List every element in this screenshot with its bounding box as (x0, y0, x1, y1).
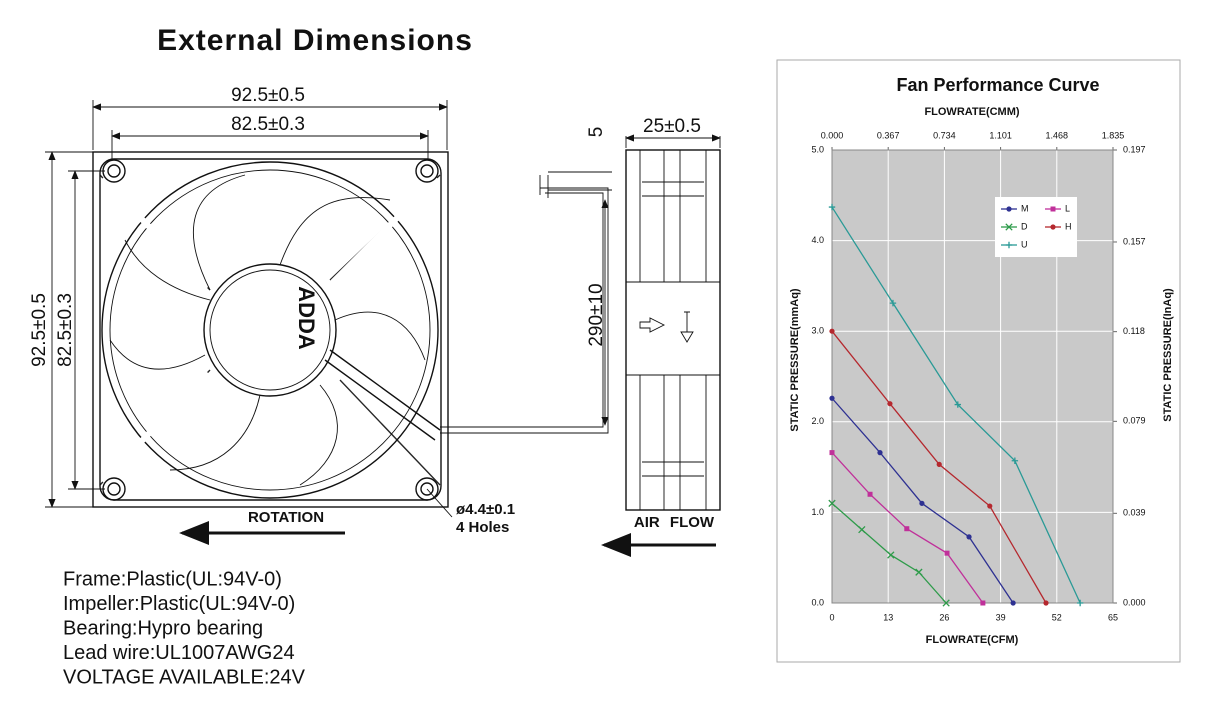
point (980, 600, 986, 606)
x2-tick-label: 0.000 (821, 130, 844, 140)
side-view: 5 290±10 25±0.5 AIR FLOW (440, 116, 721, 557)
point (877, 450, 883, 456)
y2-axis-label: STATIC PRESSURE(InAq) (1162, 288, 1174, 422)
dimension-label: 290±10 (586, 283, 607, 346)
legend-label: M (1021, 203, 1029, 213)
point (829, 395, 835, 401)
y-tick-label: 0.0 (811, 597, 824, 607)
point (1043, 600, 1049, 606)
dimension-label: 82.5±0.3 (231, 114, 305, 135)
hole-size: ø4.4±0.1 (456, 501, 515, 518)
y2-tick-label: 0.079 (1123, 416, 1146, 426)
x2-tick-label: 1.835 (1102, 130, 1125, 140)
x-tick-label: 0 (829, 612, 834, 622)
dimension-label: 92.5±0.5 (231, 85, 305, 106)
point (867, 491, 873, 497)
dimension-label: 92.5±0.5 (29, 293, 50, 367)
x-tick-label: 52 (1052, 612, 1062, 622)
spec-line: VOLTAGE AVAILABLE:24V (63, 666, 306, 688)
chart: Fan Performance Curve FLOWRATE(CMM) FLOW… (789, 75, 1174, 646)
point (1076, 599, 1084, 607)
point (887, 401, 893, 407)
spec-line: Lead wire:UL1007AWG24 (63, 642, 295, 664)
spec-line: Frame:Plastic(UL:94V-0) (63, 568, 282, 590)
front-view: ADDA (92, 151, 449, 508)
hole-count: 4 Holes (456, 519, 509, 536)
plot-border (831, 149, 1114, 604)
point (966, 534, 972, 540)
point (828, 203, 836, 211)
point (954, 401, 962, 408)
legend-marker (1006, 206, 1012, 212)
airflow-label: AIR FLOW (634, 514, 715, 531)
point (1011, 457, 1019, 464)
x-tick-label: 26 (939, 612, 949, 622)
y2-tick-label: 0.118 (1123, 326, 1145, 336)
y2-tick-label: 0.197 (1123, 144, 1146, 154)
legend-marker (1005, 223, 1013, 231)
y2-tick-label: 0.000 (1123, 597, 1146, 607)
x-axis-label: FLOWRATE(CFM) (926, 634, 1019, 646)
x2-tick-label: 0.734 (933, 130, 956, 140)
rotation-label: ROTATION (248, 509, 324, 526)
point (987, 503, 993, 509)
spec-line: Impeller:Plastic(UL:94V-0) (63, 593, 295, 615)
page-title: External Dimensions (157, 24, 473, 57)
point (858, 525, 866, 534)
y2-tick-label: 0.157 (1123, 236, 1146, 246)
x-tick-label: 13 (883, 612, 893, 622)
legend-marker (1050, 206, 1056, 212)
x-tick-label: 65 (1108, 612, 1118, 622)
point (936, 461, 942, 467)
point (915, 568, 923, 576)
x-tick-label: 39 (996, 612, 1006, 622)
legend-label: L (1065, 203, 1070, 213)
point (919, 500, 925, 506)
y2-tick-label: 0.039 (1123, 508, 1146, 518)
dimension-label: 5 (586, 127, 607, 138)
point (904, 526, 910, 532)
x2-tick-label: 1.101 (989, 130, 1012, 140)
point (828, 499, 836, 507)
point (829, 450, 835, 456)
legend-marker (1005, 241, 1013, 249)
spec-list: Frame:Plastic(UL:94V-0) Impeller:Plastic(… (63, 568, 306, 688)
point (942, 599, 950, 607)
point (1010, 600, 1016, 606)
y-tick-label: 5.0 (811, 144, 824, 154)
y-tick-label: 1.0 (811, 507, 824, 517)
chart-title: Fan Performance Curve (896, 75, 1099, 95)
legend-label: H (1065, 221, 1072, 231)
dimension-label: 25±0.5 (643, 116, 701, 137)
brand-logo: ADDA (294, 286, 319, 350)
y-tick-label: 4.0 (811, 235, 824, 245)
point (887, 551, 895, 559)
point (889, 299, 897, 307)
point (944, 550, 950, 556)
point (829, 328, 835, 334)
dimensions: 92.5±0.5 82.5±0.3 92.5±0.5 82.5±0.3 ø4.4… (29, 85, 515, 545)
y-axis-label: STATIC PRESSURE(mmAq) (789, 288, 801, 432)
y-tick-label: 3.0 (811, 326, 824, 336)
dimension-label: 82.5±0.3 (55, 293, 76, 367)
legend-label: U (1021, 239, 1028, 249)
legend-label: D (1021, 221, 1028, 231)
y-tick-label: 2.0 (811, 416, 824, 426)
legend-marker (1050, 224, 1056, 230)
x2-axis-label: FLOWRATE(CMM) (924, 106, 1019, 118)
x2-tick-label: 0.367 (877, 130, 900, 140)
x2-tick-label: 1.468 (1046, 130, 1069, 140)
spec-line: Bearing:Hypro bearing (63, 617, 263, 639)
